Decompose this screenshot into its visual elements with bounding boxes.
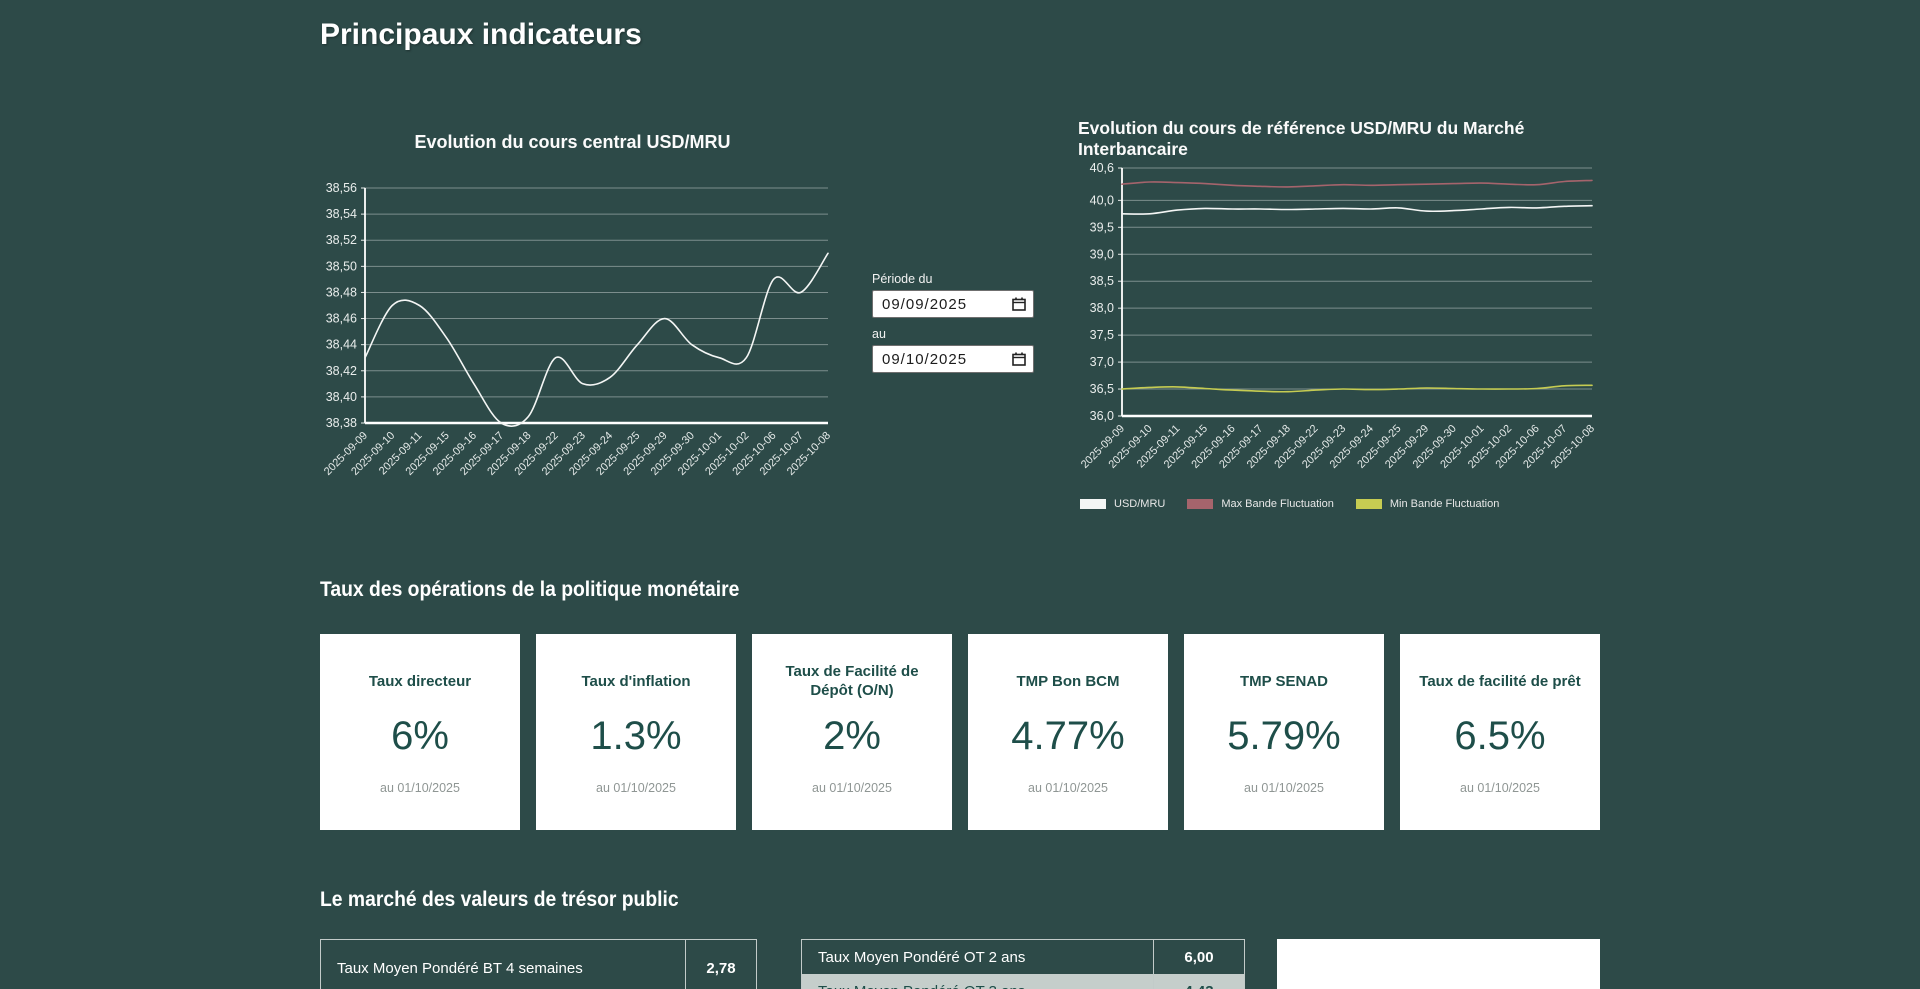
table-row: Taux Moyen Pondéré OT 2 ans 6,00 (802, 940, 1244, 974)
svg-text:37,0: 37,0 (1090, 355, 1114, 369)
card-value: 2% (823, 714, 881, 758)
svg-text:38,50: 38,50 (326, 259, 357, 273)
reference-rate-chart-title: Evolution du cours de référence USD/MRU … (1078, 118, 1525, 159)
reference-rate-chart: 40,6 40,0 39,5 39,0 38,5 38,0 37,5 37,0 36,5 36,0… (1079, 161, 1597, 471)
row-value: 2,78 (685, 940, 756, 989)
svg-text:37,5: 37,5 (1090, 328, 1114, 342)
card-title: TMP SENAD (1239, 672, 1329, 690)
svg-text:36,5: 36,5 (1090, 382, 1114, 396)
svg-text:39,5: 39,5 (1090, 220, 1114, 234)
period-controls: Période du au (872, 272, 1034, 382)
legend-label: Min Bande Fluctuation (1389, 498, 1500, 510)
indicator-cards: Taux directeur 6% au 01/10/2025 Taux d'i… (320, 634, 1600, 830)
treasury-table-bt: Taux Moyen Pondéré BT 4 semaines 2,78 (320, 939, 757, 989)
card-date: au 01/10/2025 (1244, 781, 1324, 795)
period-to-label: au (872, 327, 886, 341)
svg-text:38,56: 38,56 (326, 181, 357, 195)
central-rate-chart-title: Evolution du cours central USD/MRU (414, 132, 731, 152)
svg-text:38,40: 38,40 (326, 390, 357, 404)
card-title: Taux directeur (368, 672, 472, 690)
card-facilite-pret: Taux de facilité de prêt 6.5% au 01/10/2… (1400, 634, 1600, 830)
card-date: au 01/10/2025 (1460, 781, 1540, 795)
row-label: Taux Moyen Pondéré OT 2 ans (818, 948, 1026, 966)
period-from-field[interactable] (872, 290, 1034, 318)
card-taux-directeur: Taux directeur 6% au 01/10/2025 (320, 634, 520, 830)
svg-text:40,0: 40,0 (1090, 193, 1114, 207)
row-value: 4,43 (1153, 974, 1244, 989)
legend-item: Max Bande Fluctuation (1187, 498, 1334, 510)
calendar-icon[interactable] (1012, 352, 1026, 366)
card-date: au 01/10/2025 (1028, 781, 1108, 795)
period-from-label: Période du (872, 272, 933, 286)
period-to-input[interactable] (880, 349, 1002, 369)
treasury-table-placeholder (1277, 939, 1600, 989)
card-taux-inflation: Taux d'inflation 1.3% au 01/10/2025 (536, 634, 736, 830)
card-value: 6% (391, 714, 449, 758)
reference-chart-legend: USD/MRU Max Bande Fluctuation Min Bande Fl… (1080, 498, 1499, 510)
table-row: Taux Moyen Pondéré BT 4 semaines 2,78 (321, 940, 756, 989)
card-date: au 01/10/2025 (596, 781, 676, 795)
card-date: au 01/10/2025 (812, 781, 892, 795)
svg-text:38,5: 38,5 (1090, 274, 1114, 288)
card-value: 4.77% (1011, 714, 1125, 758)
svg-text:38,52: 38,52 (326, 233, 357, 247)
card-value: 5.79% (1227, 714, 1341, 758)
table-row: Taux Moyen Pondéré OT 3 ans 4,43 (802, 974, 1244, 989)
card-value: 6.5% (1454, 714, 1546, 758)
svg-text:39,0: 39,0 (1090, 247, 1114, 261)
period-to-field[interactable] (872, 345, 1034, 373)
card-title: TMP Bon BCM (1016, 672, 1120, 690)
card-title: Taux de facilité de prêt (1419, 672, 1581, 690)
period-from-input[interactable] (880, 294, 1002, 314)
central-rate-chart: 38,56 38,54 38,52 38,50 38,48 38,46 38,44 38,42… (322, 181, 833, 478)
treasury-table-ot: Taux Moyen Pondéré OT 2 ans 6,00 Taux Mo… (801, 939, 1245, 989)
svg-text:38,38: 38,38 (326, 416, 357, 430)
legend-item: Min Bande Fluctuation (1355, 498, 1500, 510)
monetary-section-heading: Taux des opérations de la politique moné… (320, 578, 740, 601)
page-title: Principaux indicateurs (320, 18, 642, 51)
calendar-icon[interactable] (1012, 297, 1026, 311)
svg-text:40,6: 40,6 (1090, 161, 1114, 175)
svg-text:38,42: 38,42 (326, 364, 357, 378)
svg-text:38,46: 38,46 (326, 312, 357, 326)
row-label: Taux Moyen Pondéré OT 3 ans (802, 983, 1153, 989)
card-facilite-depot: Taux de Facilité de Dépôt (O/N) 2% au 01… (752, 634, 952, 830)
card-value: 1.3% (590, 714, 682, 758)
row-label: Taux Moyen Pondéré BT 4 semaines (337, 959, 583, 977)
svg-text:38,0: 38,0 (1090, 301, 1114, 315)
card-tmp-bon-bcm: TMP Bon BCM 4.77% au 01/10/2025 (968, 634, 1168, 830)
legend-swatch (1080, 499, 1106, 509)
legend-label: Max Bande Fluctuation (1221, 498, 1334, 510)
card-date: au 01/10/2025 (380, 781, 460, 795)
card-title: Taux de Facilité de Dépôt (O/N) (785, 663, 919, 699)
svg-text:38,54: 38,54 (326, 207, 357, 221)
card-tmp-senad: TMP SENAD 5.79% au 01/10/2025 (1184, 634, 1384, 830)
legend-swatch (1355, 499, 1382, 509)
legend-swatch (1187, 499, 1214, 509)
svg-text:36,0: 36,0 (1090, 409, 1114, 423)
treasury-section-heading: Le marché des valeurs de trésor public (320, 888, 679, 911)
legend-label: USD/MRU (1114, 498, 1166, 510)
card-title: Taux d'inflation (581, 672, 691, 690)
svg-text:38,48: 38,48 (326, 285, 357, 299)
legend-item: USD/MRU (1080, 498, 1165, 510)
svg-text:38,44: 38,44 (326, 338, 357, 352)
row-value: 6,00 (1153, 940, 1244, 974)
